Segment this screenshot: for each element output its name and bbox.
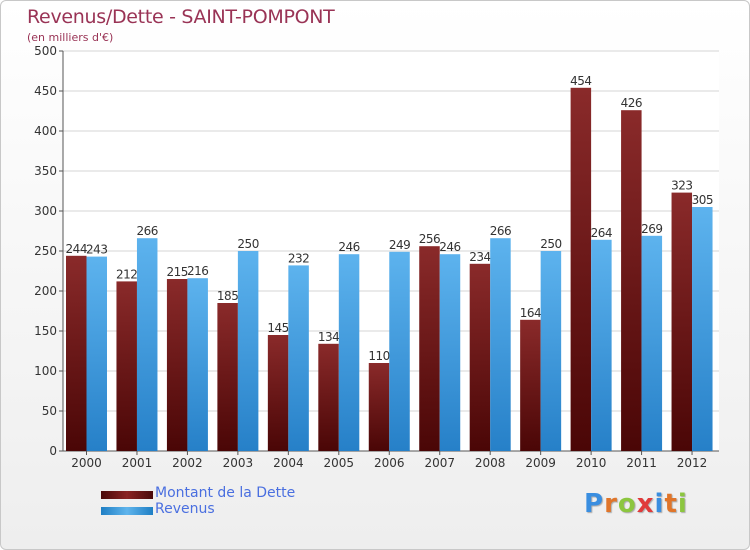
y-tick-label: 150 [34,324,57,338]
logo-letter: t [664,489,678,519]
revenue-value-label: 305 [692,193,713,207]
x-tick-label: 2008 [475,456,506,470]
revenue-value-label: 250 [540,237,561,251]
revenue-bar [540,251,562,451]
logo-letter: i [677,489,688,519]
debt-value-label: 244 [66,242,87,256]
logo-letter: i [654,489,665,519]
revenue-bar [136,238,158,451]
logo-letter: P [584,489,605,519]
debt-bar [267,335,289,451]
debt-bar [469,263,491,451]
revenue-bar [187,278,208,451]
debt-bar [66,255,87,451]
debt-value-label: 234 [469,250,490,264]
debt-value-label: 185 [217,289,238,303]
chart-title: Revenus/Dette - SAINT-POMPONT [27,6,335,28]
revenue-value-label: 246 [439,240,460,254]
revenue-bar [591,239,612,451]
chart-subtitle: (en milliers d'€) [27,31,114,44]
y-tick-label: 200 [34,284,57,298]
x-tick-label: 2009 [525,456,556,470]
x-tick-label: 2000 [71,456,102,470]
x-tick-label: 2011 [626,456,657,470]
y-tick-label: 400 [34,124,57,138]
y-tick-label: 250 [34,244,57,258]
revenue-bar [288,265,309,451]
logo-letter: r [604,489,618,519]
y-tick-label: 50 [42,404,57,418]
y-tick-label: 350 [34,164,57,178]
x-tick-label: 2010 [576,456,607,470]
debt-value-label: 256 [419,232,440,246]
y-tick-label: 500 [34,44,57,58]
x-tick-label: 2006 [374,456,405,470]
revenue-value-label: 264 [591,226,612,240]
revenue-bar [641,235,663,451]
legend-label-revenue: Revenus [155,501,215,517]
debt-bar [116,281,137,451]
revenue-value-label: 266 [490,224,511,238]
debt-bar [671,192,693,451]
revenue-value-label: 266 [137,224,158,238]
debt-value-label: 323 [671,179,692,193]
y-tick-label: 450 [34,84,57,98]
debt-value-label: 454 [570,74,591,88]
debt-value-label: 134 [318,330,339,344]
debt-bar [570,87,592,452]
x-tick-label: 2005 [324,456,355,470]
logo-letter: o [617,489,637,519]
revenue-value-label: 246 [338,240,359,254]
debt-value-label: 145 [267,321,288,335]
y-tick-label: 300 [34,204,57,218]
debt-bar [217,303,238,451]
revenue-bar [338,254,360,451]
revenue-value-label: 232 [288,251,309,265]
debt-value-label: 212 [116,267,137,281]
x-tick-label: 2004 [273,456,304,470]
x-tick-label: 2002 [172,456,203,470]
logo-letter: x [636,489,655,519]
debt-value-label: 215 [166,265,187,279]
debt-value-label: 110 [368,349,389,363]
x-tick-label: 2003 [223,456,254,470]
revenue-bar [692,207,713,451]
debt-bar [520,319,541,451]
y-tick-label: 100 [34,364,57,378]
legend-label-debt: Montant de la Dette [155,485,296,501]
debt-bar [318,343,339,451]
revenue-bar [389,251,410,451]
x-tick-label: 2001 [122,456,153,470]
y-tick-label: 0 [49,444,57,458]
proxiti-logo: Proxiti [584,489,688,519]
revenue-bar [86,256,107,451]
revenue-bar [237,251,259,451]
revenue-value-label: 269 [641,222,662,236]
revenue-bar [490,238,511,451]
x-tick-label: 2012 [677,456,708,470]
x-tick-label: 2007 [424,456,455,470]
revenue-value-label: 250 [237,237,258,251]
debt-value-label: 426 [621,96,642,110]
revenue-bar [439,254,461,451]
debt-bar [419,246,440,451]
revenue-value-label: 249 [389,238,410,252]
revenue-value-label: 243 [86,243,107,257]
debt-bar [166,279,188,451]
debt-bar [621,110,642,451]
legend-swatch-debt [101,491,153,499]
debt-bar [368,363,390,451]
legend-swatch-revenue [101,507,153,515]
revenue-value-label: 216 [187,264,208,278]
debt-value-label: 164 [520,306,541,320]
